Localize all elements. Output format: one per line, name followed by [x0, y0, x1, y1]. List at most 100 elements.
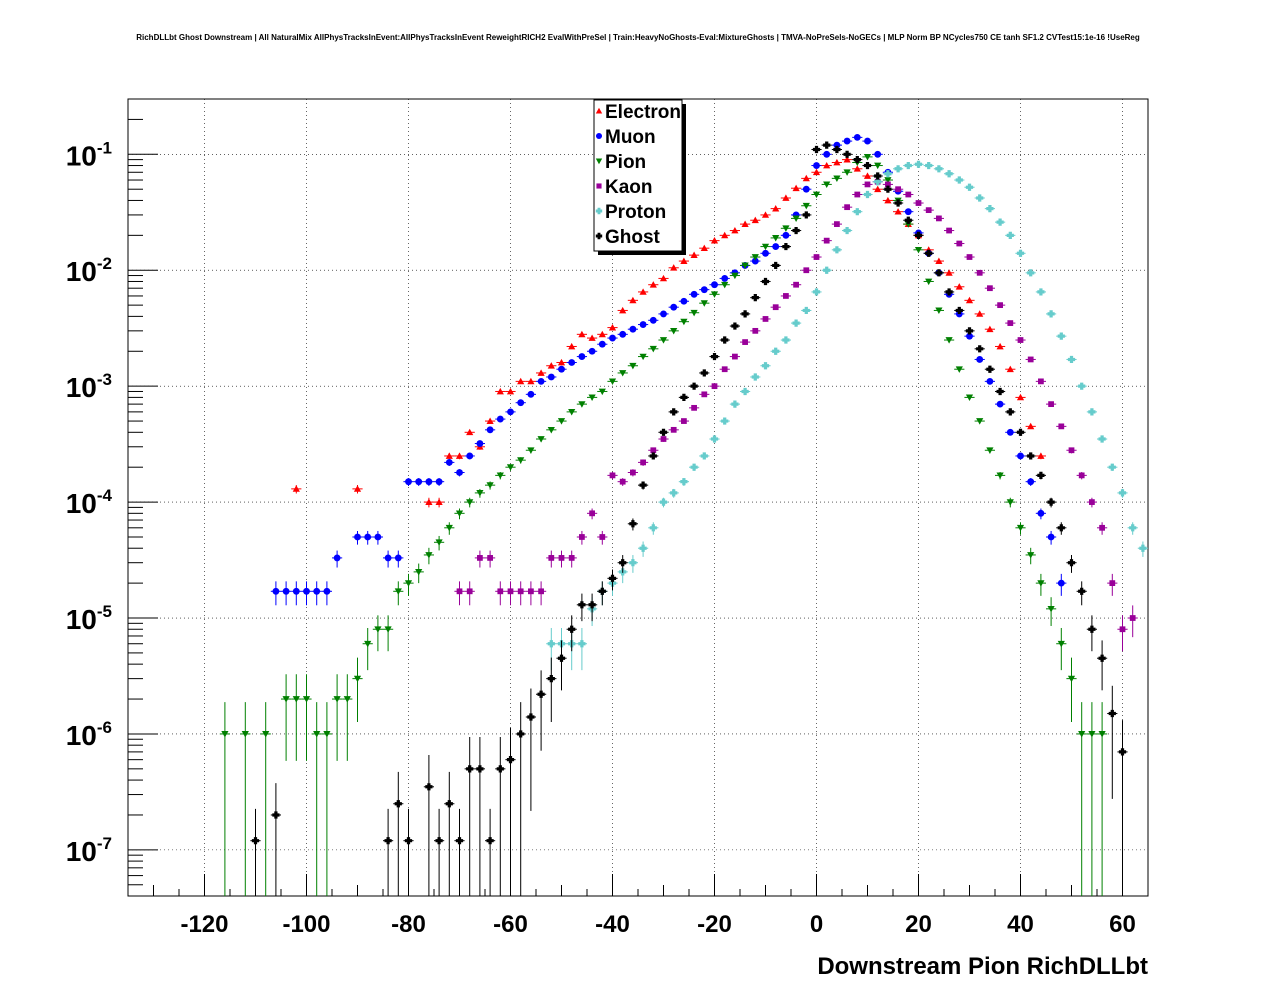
data-point-kaon	[842, 204, 853, 211]
data-point-kaon	[1066, 447, 1077, 454]
data-point-pion	[974, 418, 985, 425]
data-point-electron	[974, 310, 985, 317]
data-point-electron	[536, 369, 547, 376]
data-point-pion	[342, 674, 353, 761]
data-point-ghost	[811, 145, 822, 154]
data-point-pion	[750, 254, 761, 261]
data-point-electron	[760, 211, 771, 218]
data-point-kaon	[852, 191, 863, 198]
y-tick-label: 10-4	[66, 486, 113, 519]
data-point-ghost	[1005, 408, 1016, 416]
data-point-kaon	[1127, 605, 1138, 638]
data-point-electron	[648, 281, 659, 288]
data-point-muon	[474, 440, 485, 447]
data-point-kaon	[791, 281, 802, 288]
data-point-ghost	[505, 727, 516, 896]
data-point-pion	[760, 243, 771, 251]
data-point-muon	[831, 141, 842, 149]
data-point-proton	[1117, 488, 1128, 498]
data-point-electron	[454, 452, 465, 460]
y-tick-label: 10-7	[66, 834, 112, 867]
data-point-ghost	[1046, 497, 1057, 508]
data-point-muon	[607, 334, 618, 342]
data-point-pion	[862, 154, 873, 161]
data-point-muon	[1056, 573, 1067, 596]
data-point-electron	[770, 205, 781, 212]
data-point-ghost	[852, 156, 863, 164]
data-point-electron	[1035, 452, 1046, 460]
data-point-muon	[372, 530, 383, 545]
data-point-kaon	[699, 391, 710, 398]
data-point-kaon	[658, 436, 669, 442]
data-point-proton	[719, 417, 730, 425]
legend-marker-electron	[595, 107, 603, 114]
data-point-pion	[352, 657, 363, 722]
data-point-pion	[485, 481, 496, 490]
data-point-electron	[964, 296, 975, 304]
data-point-proton	[984, 205, 995, 213]
data-point-pion	[964, 394, 975, 401]
legend-marker-ghost	[595, 232, 603, 240]
data-point-muon	[801, 185, 812, 193]
data-point-muon	[842, 137, 853, 145]
data-point-muon	[627, 325, 638, 333]
data-point-ghost	[250, 808, 261, 896]
data-point-muon	[872, 150, 883, 158]
x-axis-label: Downstream Pion RichDLLbt	[817, 953, 1148, 980]
data-point-muon	[301, 581, 312, 606]
x-tick-label: 40	[1007, 911, 1034, 938]
legend-marker-proton	[595, 207, 603, 215]
data-point-proton	[1056, 332, 1067, 340]
data-point-muon	[434, 478, 445, 486]
data-point-proton	[872, 178, 883, 186]
data-point-pion	[882, 177, 893, 184]
data-point-electron	[699, 244, 710, 252]
data-point-ghost	[750, 294, 761, 302]
data-point-ghost	[1076, 581, 1087, 606]
data-point-muon	[648, 316, 659, 324]
data-point-proton	[760, 362, 771, 370]
data-point-pion	[872, 162, 883, 170]
data-point-kaon	[1015, 337, 1026, 343]
data-point-ghost	[566, 615, 577, 652]
data-point-kaon	[689, 404, 700, 411]
y-tick-label: 10-3	[66, 370, 112, 403]
data-point-kaon	[1097, 522, 1108, 535]
data-point-ghost	[903, 216, 914, 224]
data-point-pion	[464, 497, 475, 508]
data-point-ghost	[525, 688, 536, 811]
data-point-ghost	[842, 150, 853, 158]
data-point-electron	[831, 158, 842, 166]
data-point-ghost	[872, 172, 883, 180]
data-point-ghost	[1025, 452, 1036, 460]
data-point-kaon	[964, 254, 975, 260]
data-point-ghost	[1097, 640, 1108, 691]
y-tick-label: 10-1	[66, 138, 112, 171]
x-tick-label: 20	[905, 911, 932, 938]
data-point-kaon	[893, 186, 904, 193]
chart-title: RichDLLbt Ghost Downstream | All Natural…	[136, 33, 1140, 42]
data-point-pion	[831, 175, 842, 182]
data-point-ghost	[495, 737, 506, 896]
data-point-electron	[638, 288, 649, 295]
data-point-kaon	[1056, 423, 1067, 430]
data-point-muon	[597, 340, 608, 348]
data-point-proton	[1097, 435, 1108, 443]
data-point-proton	[1025, 269, 1036, 277]
data-point-muon	[332, 550, 343, 568]
data-point-kaon	[995, 302, 1006, 309]
data-point-kaon	[923, 207, 934, 214]
data-point-kaon	[719, 366, 730, 373]
data-point-muon	[903, 208, 914, 216]
data-point-pion	[372, 615, 383, 652]
data-point-proton	[944, 170, 955, 178]
data-point-proton	[1076, 382, 1087, 390]
data-point-muon	[495, 415, 506, 423]
data-point-kaon	[974, 269, 985, 276]
data-point-muon	[311, 581, 322, 606]
data-point-muon	[1005, 428, 1016, 436]
data-point-kaon	[750, 327, 761, 334]
data-point-ghost	[913, 231, 924, 239]
data-point-kaon	[638, 459, 649, 466]
data-point-kaon	[740, 339, 751, 345]
